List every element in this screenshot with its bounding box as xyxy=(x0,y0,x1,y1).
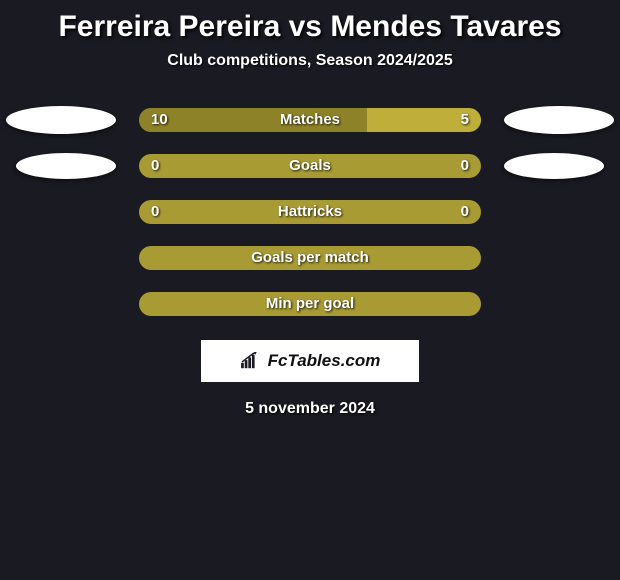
stat-bar: Min per goal xyxy=(139,292,481,316)
stat-value-left: 10 xyxy=(151,108,168,132)
stat-row: Goals per match xyxy=(0,246,620,270)
brand-text: FcTables.com xyxy=(268,351,381,371)
bar-chart-icon xyxy=(240,352,262,370)
stat-row: 10 5Matches xyxy=(0,108,620,132)
stat-bar: 0 0Goals xyxy=(139,154,481,178)
stat-value-right: 5 xyxy=(461,108,469,132)
player-marker-left xyxy=(16,153,116,179)
player-marker-left xyxy=(6,106,116,134)
stat-label: Matches xyxy=(139,108,481,132)
stat-label: Min per goal xyxy=(139,292,481,316)
player-marker-right xyxy=(504,106,614,134)
brand-box: FcTables.com xyxy=(201,340,419,382)
stats-rows: 105Matches00Goals00HattricksGoals per ma… xyxy=(0,108,620,316)
stat-value-left: 0 xyxy=(151,154,159,178)
stat-value-right: 0 xyxy=(461,154,469,178)
stat-label: Goals per match xyxy=(139,246,481,270)
stat-value-right: 0 xyxy=(461,200,469,224)
stat-bar: 0 0Hattricks xyxy=(139,200,481,224)
stat-label: Goals xyxy=(139,154,481,178)
stat-row: Min per goal xyxy=(0,292,620,316)
stat-label: Hattricks xyxy=(139,200,481,224)
page-title: Ferreira Pereira vs Mendes Tavares xyxy=(0,0,620,44)
stat-value-left: 0 xyxy=(151,200,159,224)
date-text: 5 november 2024 xyxy=(0,400,620,418)
stat-row: 0 0Hattricks xyxy=(0,200,620,224)
stat-row: 0 0Goals xyxy=(0,154,620,178)
stat-bar: 10 5Matches xyxy=(139,108,481,132)
page-subtitle: Club competitions, Season 2024/2025 xyxy=(0,52,620,70)
stat-bar: Goals per match xyxy=(139,246,481,270)
player-marker-right xyxy=(504,153,604,179)
